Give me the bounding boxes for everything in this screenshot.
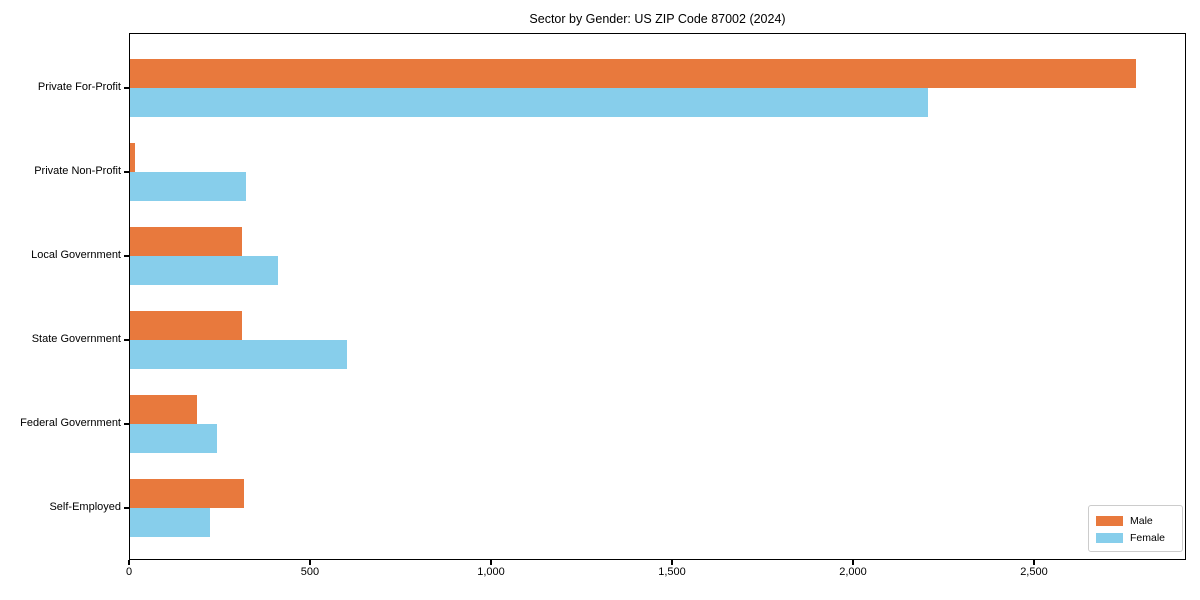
ytick-label: Self-Employed — [49, 501, 121, 513]
legend-label-male: Male — [1130, 514, 1153, 527]
bar-female-5 — [130, 423, 217, 453]
bar-female-2 — [130, 171, 246, 201]
xtick-label: 2,500 — [1020, 566, 1048, 578]
ytick-label: Local Government — [31, 249, 121, 261]
bar-male-3 — [130, 226, 243, 256]
legend-entry-male: Male — [1096, 512, 1175, 529]
ytick-mark — [124, 171, 129, 173]
ytick-mark — [124, 339, 129, 341]
bar-male-6 — [130, 478, 245, 508]
xtick-label: 1,500 — [658, 566, 686, 578]
xtick-mark — [852, 560, 854, 565]
legend-label-female: Female — [1130, 531, 1166, 544]
xtick-label: 500 — [300, 566, 320, 578]
xtick-mark — [309, 560, 311, 565]
bar-female-1 — [130, 87, 929, 117]
plot-area — [129, 33, 1186, 560]
bar-male-5 — [130, 394, 197, 424]
bar-female-3 — [130, 255, 279, 285]
ytick-mark — [124, 87, 129, 89]
xtick-mark — [128, 560, 130, 565]
legend-entry-female: Female — [1096, 529, 1175, 546]
bar-male-2 — [130, 142, 136, 172]
legend-swatch-male-icon — [1096, 515, 1123, 526]
ytick-label: Private Non-Profit — [34, 165, 121, 177]
chart-title: Sector by Gender: US ZIP Code 87002 (202… — [529, 12, 786, 26]
ytick-mark — [124, 507, 129, 509]
ytick-label: State Government — [31, 333, 121, 345]
xtick-mark — [490, 560, 492, 565]
xtick-label: 2,000 — [839, 566, 867, 578]
bar-male-4 — [130, 310, 243, 340]
xtick-mark — [1033, 560, 1035, 565]
ytick-label: Federal Government — [20, 417, 121, 429]
ytick-mark — [124, 423, 129, 425]
bar-male-1 — [130, 58, 1137, 88]
xtick-label: 1,000 — [477, 566, 505, 578]
bar-female-6 — [130, 507, 210, 537]
xtick-label: 0 — [125, 566, 133, 578]
legend-swatch-female-icon — [1096, 532, 1123, 543]
legend: Male Female — [1088, 505, 1183, 552]
xtick-mark — [671, 560, 673, 565]
ytick-mark — [124, 255, 129, 257]
bar-female-4 — [130, 339, 348, 369]
ytick-label: Private For-Profit — [37, 81, 121, 93]
